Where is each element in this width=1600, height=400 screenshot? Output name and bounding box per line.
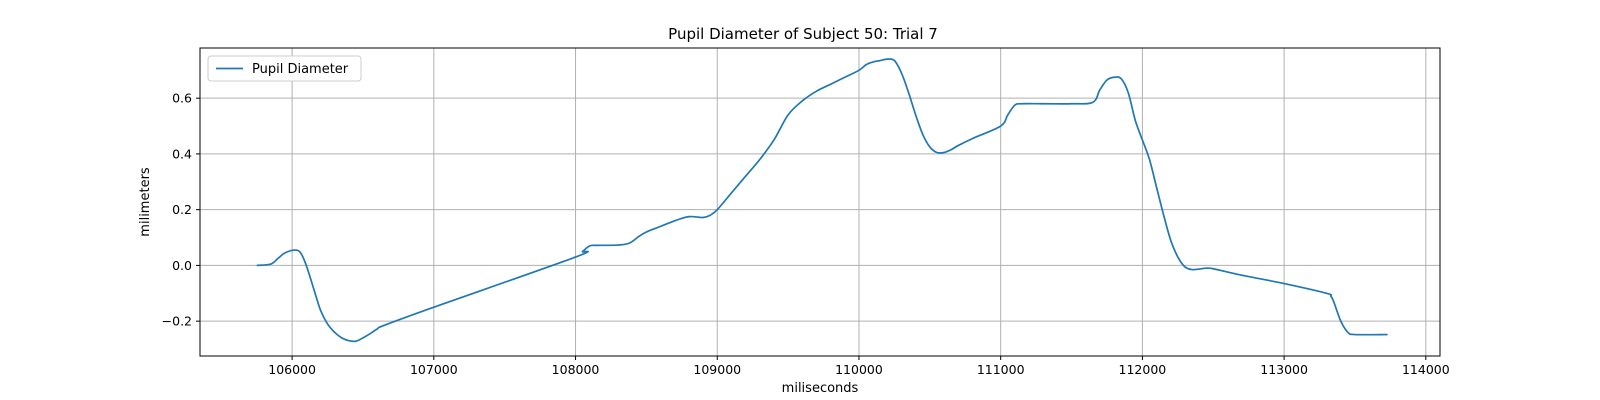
series-line-pupil-diameter <box>256 58 1388 343</box>
legend-box <box>207 55 362 82</box>
x-tick-label: 111000 <box>977 362 1025 377</box>
y-tick-label: 0.4 <box>172 146 192 161</box>
legend: Pupil Diameter <box>207 55 362 82</box>
x-tick-label: 112000 <box>1119 362 1167 377</box>
x-tick-label: 109000 <box>693 362 741 377</box>
x-tick-label: 108000 <box>552 362 600 377</box>
chart-title: Pupil Diameter of Subject 50: Trial 7 <box>668 25 938 43</box>
grid-lines <box>200 48 1440 356</box>
legend-label-pupil-diameter: Pupil Diameter <box>252 62 349 77</box>
y-tick-label: −0.2 <box>162 314 192 329</box>
x-axis-label: miliseconds <box>782 381 859 396</box>
y-tick-label: 0.2 <box>172 202 192 217</box>
x-tick-label: 107000 <box>410 362 458 377</box>
axis-ticks: 106000 107000 108000 109000 110000 111000 1120… <box>162 91 1450 377</box>
x-tick-label: 114000 <box>1402 362 1450 377</box>
plot-frame <box>199 47 1441 357</box>
y-tick-label: 0.0 <box>172 258 192 273</box>
x-tick-label: 113000 <box>1260 362 1308 377</box>
x-tick-label: 110000 <box>835 362 883 377</box>
x-tick-label: 106000 <box>268 362 316 377</box>
y-axis-label: milimeters <box>138 167 153 237</box>
y-tick-label: 0.6 <box>172 91 192 106</box>
